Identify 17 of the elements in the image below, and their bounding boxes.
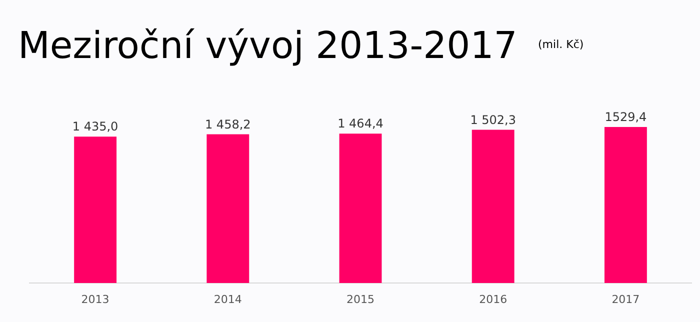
data-label: 1529,4 xyxy=(604,110,647,124)
chart-subtitle: (mil. Kč) xyxy=(538,38,584,51)
x-tick-label: 2013 xyxy=(81,293,110,306)
bar xyxy=(74,136,117,283)
bar xyxy=(604,127,647,283)
chart-title: Meziroční vývoj 2013-2017 xyxy=(18,24,518,67)
x-tick-label: 2014 xyxy=(214,293,242,306)
x-tick-label: 2015 xyxy=(346,293,374,306)
data-label: 1 435,0 xyxy=(72,120,118,134)
data-label: 1 458,2 xyxy=(204,117,251,132)
data-label: 1 464,4 xyxy=(338,116,384,131)
x-tick-label: 2016 xyxy=(479,293,508,306)
bar xyxy=(206,134,250,283)
x-tick-label: 2017 xyxy=(612,293,640,306)
bar xyxy=(472,130,514,283)
bar xyxy=(339,134,382,283)
data-label: 1 502,3 xyxy=(470,112,516,127)
